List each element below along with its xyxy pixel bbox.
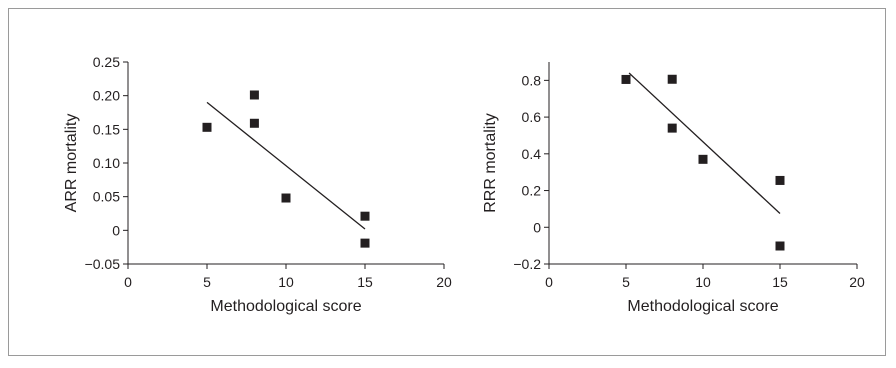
y-tick-label: 0.15 bbox=[93, 121, 120, 137]
data-point bbox=[775, 241, 785, 251]
x-axis-label: Methodological score bbox=[210, 298, 361, 315]
y-tick-label: 0.10 bbox=[93, 155, 120, 171]
chart-2: −0.200.20.40.60.80 5 10 15 20Methodological … bbox=[482, 62, 865, 315]
y-tick-label: 0 bbox=[112, 222, 120, 238]
data-point bbox=[249, 118, 259, 128]
data-point bbox=[667, 74, 677, 84]
x-tick-label: 5 bbox=[622, 274, 630, 290]
data-point bbox=[775, 175, 785, 185]
y-tick-label: 0.2 bbox=[522, 183, 542, 199]
figure-frame bbox=[8, 8, 886, 356]
data-point bbox=[360, 211, 370, 221]
x-tick-label: 10 bbox=[278, 274, 294, 290]
trend-line bbox=[206, 101, 366, 230]
x-tick-label: 20 bbox=[436, 274, 452, 290]
y-axis-label: ARR mortality bbox=[63, 114, 80, 213]
y-tick-label: 0 bbox=[533, 219, 541, 235]
data-point bbox=[621, 74, 631, 84]
trend-line bbox=[628, 72, 781, 214]
x-tick-label: 0 bbox=[124, 274, 132, 290]
y-tick-label: 0.4 bbox=[522, 146, 542, 162]
x-tick-label: 15 bbox=[357, 274, 373, 290]
y-tick-label: 0.20 bbox=[93, 88, 120, 104]
data-point bbox=[667, 123, 677, 133]
y-tick-label: 0.05 bbox=[93, 189, 120, 205]
x-axis-label: Methodological score bbox=[627, 298, 778, 315]
data-point bbox=[202, 122, 212, 132]
x-tick-label: 15 bbox=[772, 274, 788, 290]
y-tick-label: 0.25 bbox=[93, 54, 120, 70]
y-tick-label: −0.05 bbox=[85, 256, 121, 272]
y-tick-label: 0.6 bbox=[522, 109, 542, 125]
data-point bbox=[281, 193, 291, 203]
x-tick-label: 20 bbox=[849, 274, 865, 290]
x-tick-label: 5 bbox=[203, 274, 211, 290]
data-point bbox=[360, 238, 370, 248]
data-point bbox=[698, 154, 708, 164]
y-tick-label: 0.8 bbox=[522, 72, 542, 88]
data-point bbox=[249, 90, 259, 100]
x-tick-label: 0 bbox=[545, 274, 553, 290]
x-tick-label: 10 bbox=[695, 274, 711, 290]
y-tick-label: −0.2 bbox=[513, 256, 541, 272]
y-axis-label: RRR mortality bbox=[482, 113, 499, 213]
